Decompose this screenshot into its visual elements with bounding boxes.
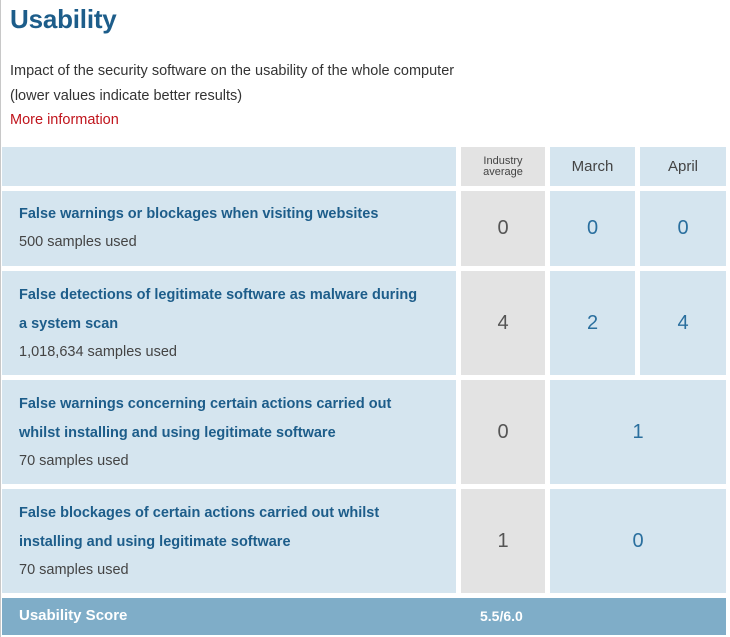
row-samples: 500 samples used bbox=[19, 234, 137, 250]
table-row-label: False blockages of certain actions carri… bbox=[2, 489, 456, 593]
row-march-value: 2 bbox=[550, 271, 635, 375]
row-samples: 70 samples used bbox=[19, 562, 129, 578]
row-title: False warnings or blockages when visitin… bbox=[19, 206, 379, 222]
row-title-line-2: whilst installing and using legitimate s… bbox=[19, 425, 336, 441]
row-combined-value: 1 bbox=[550, 380, 726, 484]
row-title-line-1: False detections of legitimate software … bbox=[19, 287, 418, 303]
description-line-1: Impact of the security software on the u… bbox=[10, 63, 455, 79]
row-title-line-1: False warnings concerning certain action… bbox=[19, 396, 392, 412]
usability-score-bar: Usability Score 5.5/6.0 bbox=[2, 598, 726, 635]
row-industry-average-value: 0 bbox=[461, 191, 545, 266]
usability-score-value: 5.5/6.0 bbox=[480, 608, 523, 624]
left-border bbox=[0, 0, 1, 637]
header-row-label-cell bbox=[2, 147, 456, 186]
table-row-label: False warnings or blockages when visitin… bbox=[2, 191, 456, 266]
row-samples: 1,018,634 samples used bbox=[19, 344, 177, 360]
row-title-line-1: False blockages of certain actions carri… bbox=[19, 505, 380, 521]
column-header-march: March bbox=[550, 147, 635, 186]
more-information-link[interactable]: More information bbox=[10, 112, 119, 128]
row-march-value: 0 bbox=[550, 191, 635, 266]
row-combined-value: 0 bbox=[550, 489, 726, 593]
description-line-2: (lower values indicate better results) bbox=[10, 88, 243, 104]
row-industry-average-value: 1 bbox=[461, 489, 545, 593]
row-samples: 70 samples used bbox=[19, 453, 129, 469]
row-industry-average-value: 0 bbox=[461, 380, 545, 484]
row-title-line-2: installing and using legitimate software bbox=[19, 534, 291, 550]
row-industry-average-value: 4 bbox=[461, 271, 545, 375]
page-title: Usability bbox=[10, 4, 117, 34]
row-april-value: 4 bbox=[640, 271, 726, 375]
row-april-value: 0 bbox=[640, 191, 726, 266]
column-header-industry-average: Industry average bbox=[461, 147, 545, 186]
table-row-label: False warnings concerning certain action… bbox=[2, 380, 456, 484]
table-row-label: False detections of legitimate software … bbox=[2, 271, 456, 375]
usability-score-label: Usability Score bbox=[19, 607, 128, 624]
column-header-april: April bbox=[640, 147, 726, 186]
row-title-line-2: a system scan bbox=[19, 316, 119, 332]
